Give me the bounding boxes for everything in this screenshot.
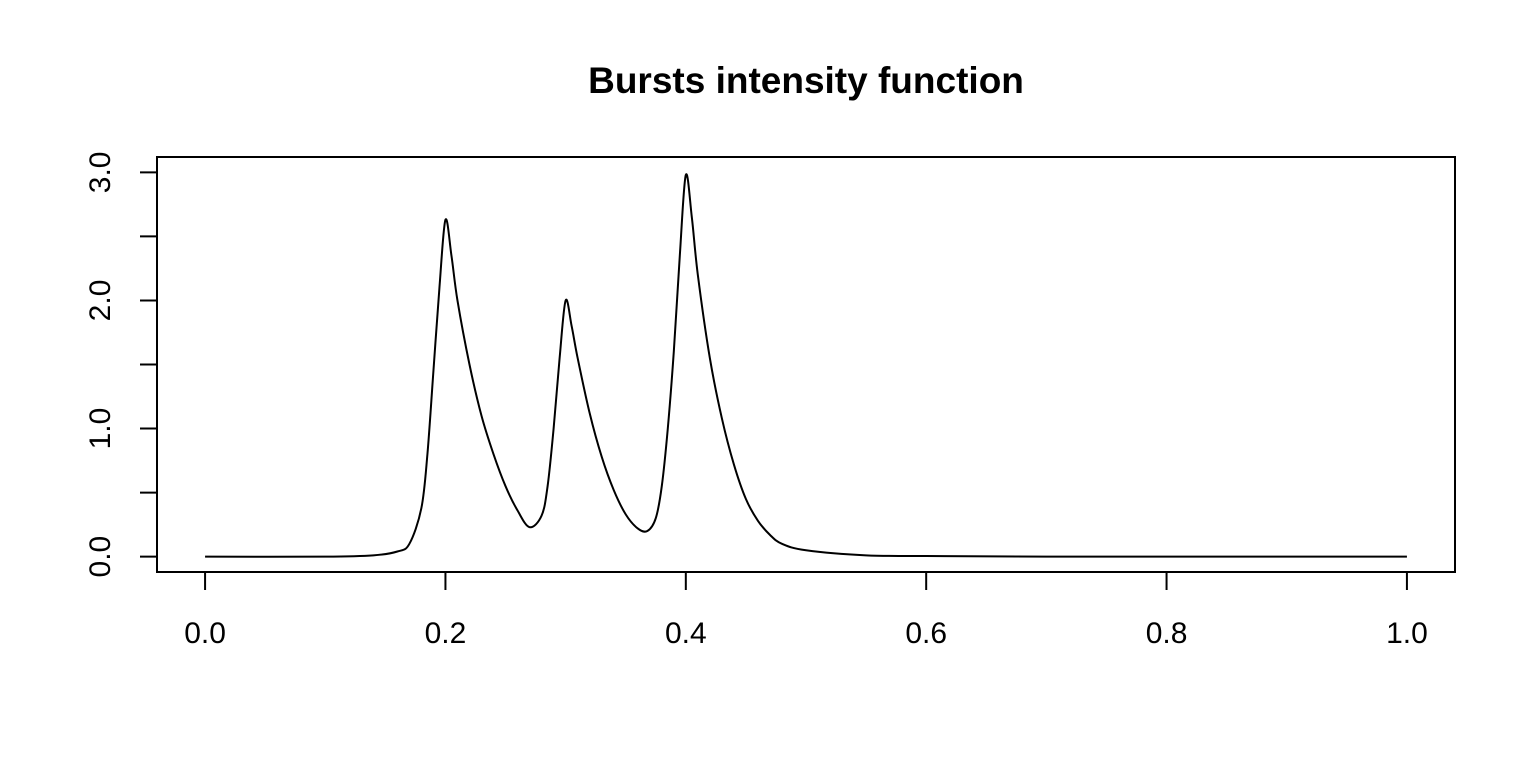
y-tick-label: 3.0: [84, 152, 117, 194]
series-layer: [205, 173, 1407, 558]
x-tick-label: 0.4: [665, 617, 707, 650]
y-tick-label: 0.0: [84, 536, 117, 578]
y-axis: 0.0 1.0 2.0 3.0: [84, 152, 158, 578]
x-tick-label: 1.0: [1386, 617, 1428, 650]
y-tick-label: 2.0: [84, 280, 117, 322]
x-axis: 0.0 0.2 0.4 0.6 0.8 1.0: [184, 571, 1428, 650]
x-tick-label: 0.6: [905, 617, 947, 650]
intensity-line: [205, 173, 1407, 558]
x-tick-label: 0.2: [425, 617, 467, 650]
chart-title: Bursts intensity function: [588, 60, 1024, 101]
plot-frame: [156, 156, 1456, 573]
x-tick-label: 0.0: [184, 617, 226, 650]
y-tick-label: 1.0: [84, 408, 117, 450]
x-tick-label: 0.8: [1146, 617, 1188, 650]
